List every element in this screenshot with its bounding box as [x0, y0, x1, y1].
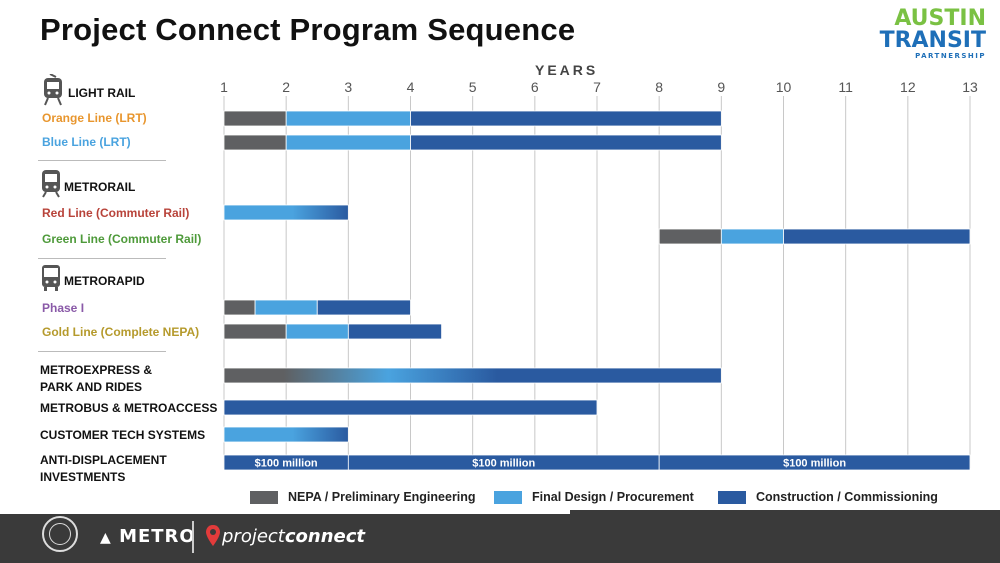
- gantt-chart: 1 2 3 4 5 6 7 8 9 10 11 12 13 $100 million $100 milli…: [220, 79, 978, 471]
- logo-line-3: PARTNERSHIP: [915, 52, 986, 60]
- x-tick-label: 1: [220, 79, 228, 95]
- x-tick-label: 8: [655, 79, 663, 95]
- x-tick-label: 7: [593, 79, 601, 95]
- legend-item-design: Final Design / Procurement: [494, 490, 694, 504]
- legend-swatch-design: [494, 490, 522, 504]
- bar-segment-design: [254, 299, 318, 316]
- legend-item-nepa: NEPA / Preliminary Engineering: [250, 490, 476, 504]
- row-label-anti-displacement: ANTI-DISPLACEMENT INVESTMENTS: [40, 453, 167, 484]
- x-tick-label: 5: [469, 79, 477, 95]
- bar-segment-design: [285, 323, 349, 340]
- bar-segment-nepa: [223, 110, 287, 127]
- footer-bar: [0, 510, 1000, 563]
- bar-segment-construction: [223, 399, 598, 416]
- bar-segment-nepa: [223, 299, 256, 316]
- x-tick-label: 4: [407, 79, 415, 95]
- bar-data-label: $100 million: [472, 458, 535, 470]
- row-label-green-line: Green Line (Commuter Rail): [42, 232, 202, 246]
- bar-segment-construction: [347, 323, 442, 340]
- seal-inner-ring: [49, 523, 71, 545]
- bar-data-label: $100 million: [255, 458, 318, 470]
- row-label-red-line: Red Line (Commuter Rail): [42, 206, 190, 220]
- row-label-phase-i: Phase I: [42, 301, 85, 315]
- bar-segment-construction: [410, 110, 722, 127]
- bar-segment-construction: [783, 228, 971, 245]
- x-tick-label: 3: [344, 79, 352, 95]
- row-label-orange-line: Orange Line (LRT): [42, 111, 147, 125]
- bar-segment-nepa: [223, 323, 287, 340]
- category-metrorail: METRORAIL: [64, 180, 136, 194]
- light-rail-icon: [44, 74, 62, 106]
- map-pin-icon: [206, 525, 220, 546]
- divider: [38, 258, 166, 259]
- divider: [38, 351, 166, 352]
- bar-segment-design: [720, 228, 784, 245]
- legend-item-construction: Construction / Commissioning: [718, 490, 938, 504]
- category-metrorapid: METRORAPID: [64, 274, 145, 288]
- bar-segment-design: [285, 134, 411, 151]
- row-label-gold-line: Gold Line (Complete NEPA): [42, 325, 200, 339]
- bus-icon: [42, 265, 60, 291]
- x-tick-label: 12: [900, 79, 916, 95]
- metro-mark-icon: ▲: [100, 530, 112, 546]
- projectconnect-logo: projectconnect: [222, 526, 365, 547]
- bar-data-label: $100 million: [783, 458, 846, 470]
- x-tick-label: 10: [776, 79, 792, 95]
- legend-label-design: Final Design / Procurement: [532, 490, 694, 504]
- category-light-rail: LIGHT RAIL: [68, 86, 136, 100]
- metrorail-icon: [42, 170, 60, 198]
- legend-label-construction: Construction / Commissioning: [756, 490, 938, 504]
- metro-logo: ▲ METRO: [100, 526, 196, 547]
- legend-swatch-construction: [718, 490, 746, 504]
- row-label-metroexpress: METROEXPRESS & PARK AND RIDES: [40, 363, 153, 394]
- x-tick-label: 11: [838, 79, 853, 95]
- austin-transit-partnership-logo: AUSTIN TRANSIT PARTNERSHIP: [876, 6, 986, 61]
- x-tick-label: 2: [282, 79, 290, 95]
- metro-logo-text: METRO: [119, 526, 196, 547]
- bar-segment-construction: [410, 134, 722, 151]
- bar-segment-nepa: [658, 228, 722, 245]
- x-axis-title: YEARS: [535, 62, 599, 78]
- x-tick-label: 13: [962, 79, 978, 95]
- footer-accent-strip: [0, 510, 570, 514]
- divider: [38, 160, 166, 161]
- bar-segment-nepa: [223, 134, 287, 151]
- city-of-austin-seal-icon: [42, 516, 78, 552]
- legend-label-nepa: NEPA / Preliminary Engineering: [288, 490, 476, 504]
- footer-divider: [192, 521, 194, 553]
- logo-line-1: AUSTIN: [894, 6, 986, 31]
- pc-logo-bold: connect: [284, 526, 366, 547]
- bar-segment-gradient-all: [223, 367, 722, 384]
- row-label-blue-line: Blue Line (LRT): [42, 135, 131, 149]
- bar-segment-construction: [316, 299, 411, 316]
- bar-segment-gradient-design-construction: [223, 204, 349, 221]
- x-tick-label: 9: [717, 79, 725, 95]
- page-title: Project Connect Program Sequence: [40, 12, 576, 47]
- logo-line-2: TRANSIT: [879, 28, 986, 53]
- legend-swatch-nepa: [250, 490, 278, 504]
- pc-logo-light: project: [222, 526, 285, 547]
- bar-segment-construction: [658, 454, 971, 471]
- bar-segment-design: [285, 110, 411, 127]
- row-label-metrobus: METROBUS & METROACCESS: [40, 401, 218, 415]
- row-label-customer-tech: CUSTOMER TECH SYSTEMS: [40, 428, 206, 442]
- x-tick-label: 6: [531, 79, 539, 95]
- bar-segment-gradient-design-construction: [223, 426, 349, 443]
